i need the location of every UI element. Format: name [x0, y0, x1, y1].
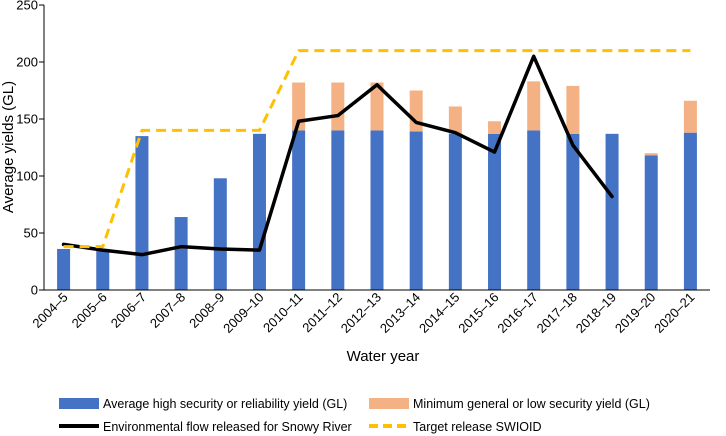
bar-low-security [370, 82, 384, 131]
axes-layer [39, 4, 710, 291]
bar-high-security [331, 130, 345, 290]
bar-high-security [605, 133, 619, 290]
bar-high-security [57, 248, 71, 290]
bar-high-security [213, 178, 227, 290]
bar-low-security [566, 85, 580, 134]
bar-high-security [252, 133, 266, 290]
y-tick-label: 50 [24, 226, 38, 241]
bar-high-security [488, 133, 502, 290]
legend-swatch-low-security [369, 398, 409, 409]
legend-item-environmental-flow: Environmental flow released for Snowy Ri… [59, 420, 352, 434]
legend-item-low-security: Minimum general or low security yield (G… [369, 397, 650, 411]
y-axis-title: Average yields (GL) [0, 81, 17, 213]
y-tick-label: 200 [16, 55, 38, 70]
bar-high-security [644, 155, 658, 290]
x-tick-label: 2012–13 [338, 290, 384, 336]
line-environmental-flow [61, 54, 614, 257]
legend-label-high-security: Average high security or reliability yie… [103, 397, 347, 411]
legend-swatch-high-security [59, 398, 99, 409]
bar-low-security [527, 81, 541, 131]
bar-low-security [644, 153, 658, 156]
bars-layer [57, 81, 697, 290]
y-tick-label: 250 [16, 0, 38, 13]
bar-low-security [331, 82, 345, 131]
bar-high-security [448, 133, 462, 290]
legend-item-target-release: Target release SWIOID [369, 420, 542, 434]
y-tick-label: 150 [16, 112, 38, 127]
x-tick-label: 2019–20 [612, 290, 658, 336]
legend-item-high-security: Average high security or reliability yie… [59, 397, 347, 411]
x-tick-label: 2011–12 [299, 290, 345, 336]
bar-low-security [292, 82, 306, 131]
bar-high-security [370, 130, 384, 290]
bar-high-security [135, 136, 149, 290]
bar-high-security [683, 132, 697, 290]
legend-label-target-release: Target release SWIOID [413, 420, 542, 434]
x-tick-label: 2016–17 [494, 290, 540, 336]
bar-high-security [566, 133, 580, 290]
bar-high-security [409, 131, 423, 290]
x-tick-label: 2006–7 [108, 290, 149, 331]
bar-low-security [488, 121, 502, 134]
x-tick-label: 2017–18 [534, 290, 580, 336]
x-tick-label: 2014–15 [416, 290, 462, 336]
x-tick-label: 2013–14 [377, 290, 423, 336]
bar-high-security [292, 130, 306, 290]
y-tick-label: 100 [16, 169, 38, 184]
y-tick-label: 0 [31, 283, 38, 298]
x-tick-label: 2018–19 [573, 290, 619, 336]
legend: Average high security or reliability yie… [59, 397, 650, 434]
x-tick-label: 2015–16 [455, 290, 501, 336]
bar-high-security [96, 248, 110, 290]
bar-high-security [527, 130, 541, 290]
legend-label-low-security: Minimum general or low security yield (G… [413, 397, 650, 411]
lines-layer [61, 49, 691, 257]
x-tick-label: 2010–11 [260, 290, 306, 336]
bar-low-security [683, 100, 697, 133]
bar-low-security [448, 106, 462, 134]
bar-high-security [174, 217, 188, 290]
legend-label-environmental-flow: Environmental flow released for Snowy Ri… [103, 420, 352, 434]
x-tick-label: 2020–21 [651, 290, 697, 336]
x-tick-label: 2005–6 [69, 290, 110, 331]
x-tick-label: 2009–10 [220, 290, 266, 336]
x-tick-label: 2007–8 [147, 290, 188, 331]
x-axis-title: Water year [347, 348, 420, 365]
